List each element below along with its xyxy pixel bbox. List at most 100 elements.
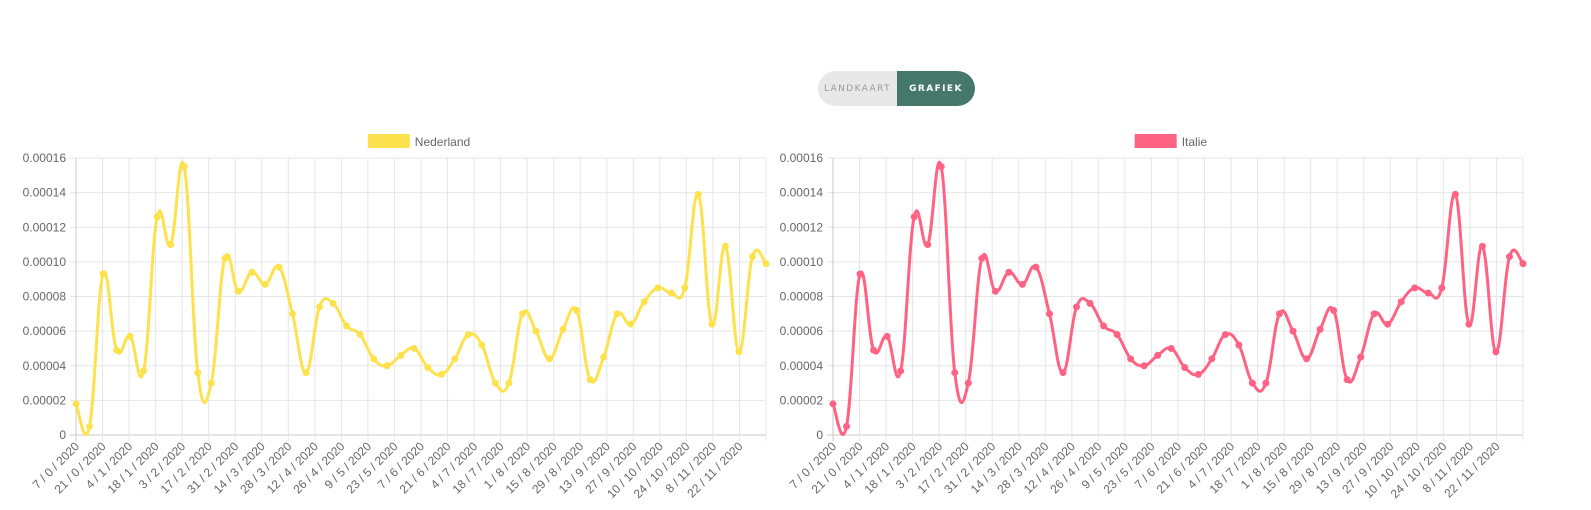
chart-0-data-point [451,355,459,363]
chart-0-y-tick-label: 0.00008 [23,290,67,304]
chart-0-y-tick-label: 0.00010 [23,255,67,269]
chart-0-y-tick-label: 0.00006 [23,324,67,338]
chart-1-data-point [1519,260,1527,268]
chart-0-data-point [261,280,269,288]
nederland-line-chart: 0.00016 0.00014 0.00012 0.00010 0.00008 0.000… [23,134,770,501]
chart-0-data-point [153,213,161,221]
chart-0-data-point [72,400,80,408]
chart-0-data-point [505,379,513,387]
chart-0-y-tick-label: 0.00012 [23,220,67,234]
chart-1-data-point [937,163,945,171]
chart-1-data-point [1154,351,1162,359]
chart-0-data-point [99,270,107,278]
chart-0-data-point [532,327,540,335]
chart-0-data-point [140,367,148,375]
chart-0-data-point [126,332,134,340]
chart-1-data-point [910,213,918,221]
chart-0-data-point [275,263,283,271]
chart-1-data-point [1451,190,1459,198]
chart-0-data-point [464,331,472,339]
chart-1-data-point [1073,303,1081,311]
chart-0-data-point [221,254,229,262]
chart-1-data-point [924,241,932,249]
chart-1-y-tick-label: 0.00014 [780,186,824,200]
chart-0-y-tick-label: 0 [59,428,66,442]
chart-0-data-point [113,346,121,354]
chart-0-data-point [248,268,256,276]
chart-0-data-point [86,422,94,430]
chart-1-data-point [1330,306,1338,314]
chart-1-data-point [1478,242,1486,250]
chart-1-data-point [1370,310,1378,318]
chart-1-data-point [1262,379,1270,387]
chart-0-data-point [627,320,635,328]
chart-1-data-point [1316,325,1324,333]
chart-1-data-point [1465,320,1473,328]
chart-0-data-point [586,376,594,384]
chart-0-data-point [573,306,581,314]
chart-1-data-point [1167,344,1175,352]
chart-1-data-point [1059,369,1067,377]
chart-1-data-point [1045,310,1053,318]
chart-0-data-point [437,370,445,378]
chart-0-data-point [343,322,351,330]
chart-1-data-point [1113,331,1121,339]
chart-0-data-point [302,369,310,377]
chart-0-data-point [180,163,188,171]
chart-1-data-point [1357,353,1365,361]
chart-0-data-point [748,253,756,261]
chart-0-data-point [694,190,702,198]
graph-toggle-option[interactable]: GRAFIEK [897,71,975,106]
chart-1-legend-label: Italie [1182,135,1208,149]
chart-0-data-point [613,310,621,318]
chart-0-data-point [667,289,675,297]
chart-1-data-point [978,254,986,262]
italie-line-chart: 0.00016 0.00014 0.00012 0.00010 0.00008 0.000… [780,134,1527,501]
chart-0-data-point [288,310,296,318]
chart-1-data-point [1208,355,1216,363]
chart-1-data-point [1086,299,1094,307]
chart-1-data-point [1018,280,1026,288]
chart-1-data-point [1032,263,1040,271]
chart-1-data-point [1140,362,1148,370]
chart-0-data-point [410,344,418,352]
chart-0-data-point [383,362,391,370]
chart-1-data-point [883,332,891,340]
chart-1-data-point [1275,310,1283,318]
chart-1-data-point [1397,298,1405,306]
chart-1-data-point [1384,320,1392,328]
chart-1-data-point [1235,341,1243,349]
chart-1-data-point [843,422,851,430]
chart-1-y-tick-label: 0 [816,428,823,442]
chart-1-data-point [1248,379,1256,387]
chart-1-data-point [897,367,905,375]
chart-1-data-point [1127,355,1135,363]
chart-0-data-point [491,379,499,387]
chart-0-data-point [370,355,378,363]
chart-0-data-point [424,363,432,371]
chart-1-data-point [1505,253,1513,261]
chart-0-y-tick-label: 0.00016 [23,151,67,165]
chart-1-data-point [1194,370,1202,378]
chart-1-data-point [1424,289,1432,297]
map-toggle-option[interactable]: LANDKAART [818,71,897,106]
chart-1-y-tick-label: 0.00006 [780,324,824,338]
chart-0-data-point [478,341,486,349]
chart-1-y-tick-label: 0.00010 [780,255,824,269]
chart-0-y-tick-label: 0.00004 [23,359,67,373]
chart-0-data-point [762,260,770,268]
chart-1-data-point [829,400,837,408]
chart-0-legend-label: Nederland [415,135,470,149]
chart-1-y-tick-label: 0.00002 [780,393,824,407]
chart-1-data-point [1221,331,1229,339]
chart-0-data-point [316,303,324,311]
chart-1-data-point [870,346,878,354]
view-toggle: LANDKAART GRAFIEK [818,71,975,106]
chart-0-data-point [735,348,743,356]
chart-0-data-point [207,379,215,387]
chart-0-data-point [721,242,729,250]
chart-1-y-tick-label: 0.00008 [780,290,824,304]
chart-0-data-point [654,284,662,292]
chart-0-data-point [708,320,716,328]
chart-1-data-point [1438,284,1446,292]
